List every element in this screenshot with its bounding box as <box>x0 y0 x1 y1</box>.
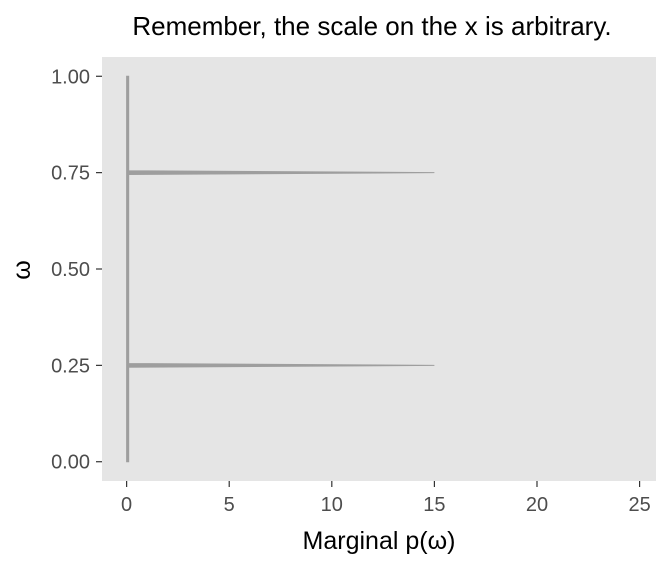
y-tick-label: 0.75 <box>51 163 90 185</box>
y-tick-label: 0.25 <box>51 355 90 377</box>
x-tick-label: 0 <box>121 494 132 516</box>
y-tick-label: 0.00 <box>51 452 90 474</box>
x-axis-title: Marginal p(ω) <box>303 527 456 555</box>
y-axis: 0.00 0.25 0.50 0.75 1.00 <box>51 66 102 474</box>
y-axis-title: ω <box>8 260 36 280</box>
x-tick-label: 10 <box>321 494 343 516</box>
y-tick-label: 1.00 <box>51 66 90 88</box>
density-area-0 <box>126 75 435 463</box>
plot-panel <box>102 57 656 481</box>
x-tick-label: 5 <box>224 494 235 516</box>
x-tick-label: 20 <box>526 494 548 516</box>
x-axis: 0 5 10 15 20 25 <box>121 481 651 516</box>
x-tick-label: 15 <box>423 494 445 516</box>
data-marks <box>126 75 435 463</box>
chart-title: Remember, the scale on the x is arbitrar… <box>132 11 611 41</box>
x-tick-label: 25 <box>628 494 650 516</box>
y-tick-label: 0.50 <box>51 259 90 281</box>
